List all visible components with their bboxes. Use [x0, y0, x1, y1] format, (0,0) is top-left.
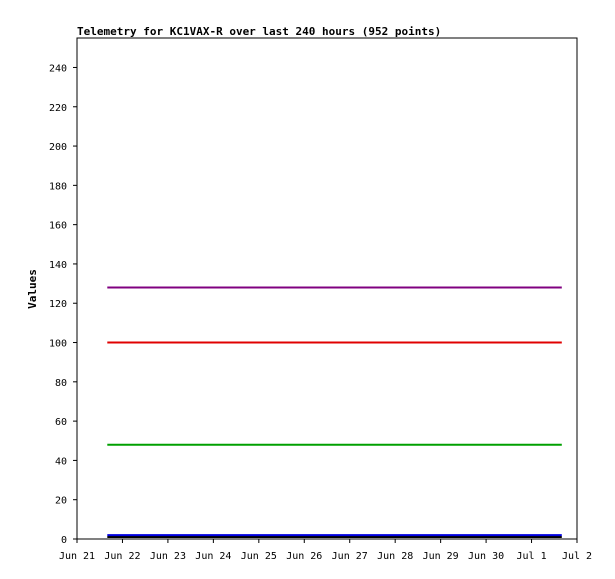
y-tick-label: 0 — [61, 535, 67, 546]
x-tick-label: Jun 28 — [377, 551, 413, 562]
y-axis: 0 20 40 60 80 100 120 140 160 180 200 220 240 — [49, 63, 77, 546]
x-tick-label: Jun 21 — [59, 551, 95, 562]
x-tick-label: Jun 30 — [468, 551, 504, 562]
x-tick-label: Jun 26 — [286, 551, 322, 562]
y-tick-label: 100 — [49, 339, 67, 350]
y-tick-label: 80 — [55, 378, 67, 389]
y-tick-label: 160 — [49, 221, 67, 232]
y-tick-label: 220 — [49, 103, 67, 114]
x-tick-label: Jul 2 — [562, 551, 592, 562]
x-tick-label: Jun 29 — [423, 551, 459, 562]
y-tick-label: 140 — [49, 260, 67, 271]
y-tick-label: 60 — [55, 417, 67, 428]
y-tick-label: 200 — [49, 142, 67, 153]
x-tick-label: Jun 22 — [104, 551, 140, 562]
y-tick-label: 40 — [55, 456, 67, 467]
x-axis: Jun 21 Jun 22 Jun 23 Jun 24 Jun 25 Jun 26 Jun … — [59, 539, 592, 562]
series-lines — [107, 286, 562, 538]
plot-frame — [76, 37, 578, 540]
x-tick-label: Jun 23 — [150, 551, 186, 562]
y-tick-label: 180 — [49, 181, 67, 192]
y-tick-label: 120 — [49, 299, 67, 310]
y-tick-label: 20 — [55, 496, 67, 507]
x-tick-label: Jun 27 — [332, 551, 368, 562]
y-tick-label: 240 — [49, 63, 67, 74]
x-tick-label: Jun 24 — [195, 551, 231, 562]
chart-title: Telemetry for KC1VAX-R over last 240 hou… — [77, 25, 441, 38]
y-axis-label: Values — [26, 269, 39, 309]
x-tick-label: Jul 1 — [516, 551, 546, 562]
x-tick-label: Jun 25 — [241, 551, 277, 562]
